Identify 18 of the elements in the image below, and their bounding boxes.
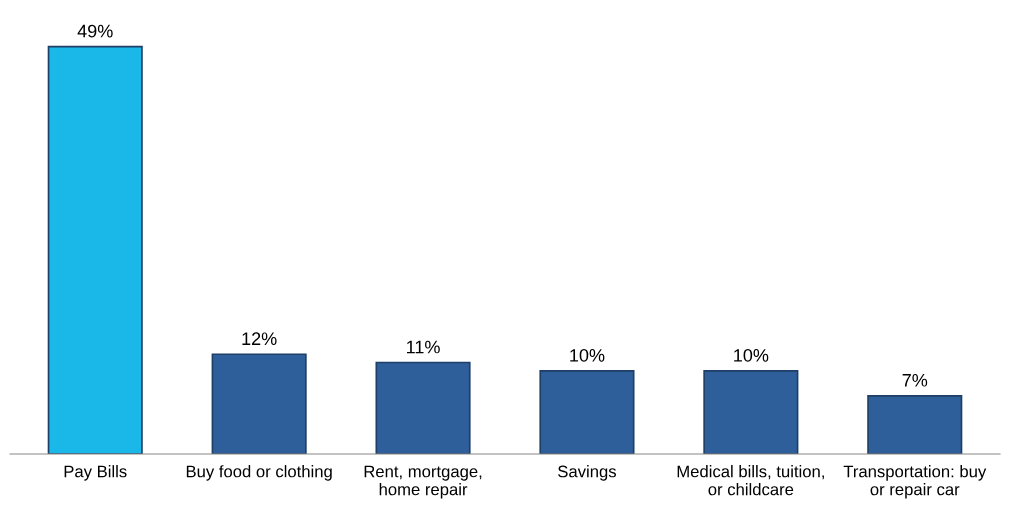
x-tick-label: Rent, mortgage, home repair — [364, 465, 482, 499]
bar — [211, 353, 307, 454]
bar — [47, 45, 143, 454]
data-label: 10% — [734, 348, 769, 362]
bar — [703, 370, 799, 454]
data-label: 49% — [77, 24, 113, 38]
x-tick-label: Buy food or clothing — [186, 465, 332, 481]
bar — [539, 370, 635, 454]
data-label: 7% — [902, 373, 928, 387]
data-label: 11% — [407, 340, 440, 354]
data-label: 10% — [570, 348, 605, 362]
x-tick-label: Transportation: buy or repair car — [843, 465, 987, 499]
bar — [375, 361, 471, 454]
bar — [867, 394, 963, 454]
data-label: 12% — [242, 332, 277, 346]
x-tick-label: Pay Bills — [64, 465, 127, 481]
x-tick-label: Savings — [558, 465, 616, 481]
x-tick-label: Medical bills, tuition, or childcare — [677, 465, 824, 496]
